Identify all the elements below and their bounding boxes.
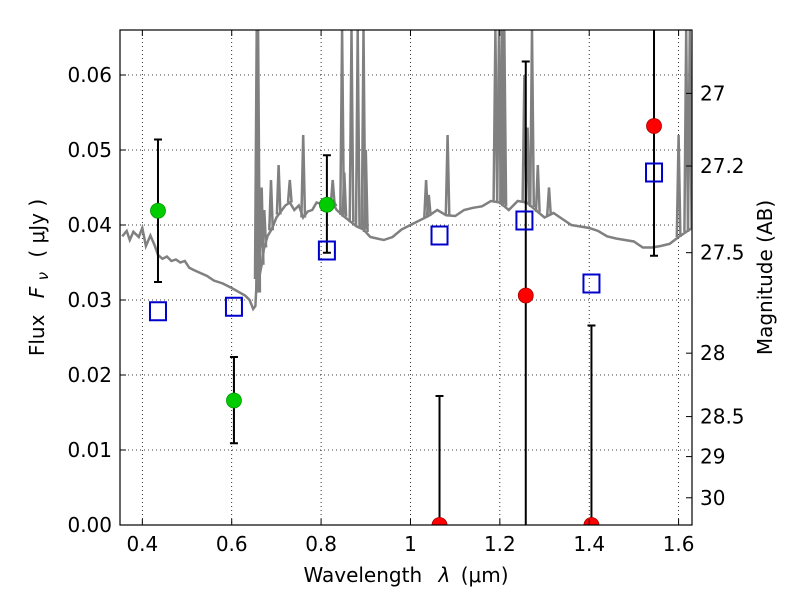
x-axis-symbol: λ [438,563,451,587]
y-tick-label: 0.02 [67,363,112,387]
limit-point [431,517,448,525]
x-tick-label: 1.6 [663,532,695,556]
emission-line [354,30,361,227]
tick-layer: 0.4 0.6 0.8 1 1.2 1.4 1.6 0.00 0.01 0.02 0.03 0.04 0… [67,30,745,556]
x-tick-label: 1.4 [573,532,605,556]
spectrum-layer [121,30,692,312]
y2-tick-label: 27.5 [700,241,745,265]
emission-line [268,179,275,231]
model-square [582,273,601,294]
x-tick-label: 1 [404,532,417,556]
model-square [645,162,664,183]
y-axis-unit: ( μJy ) [25,199,49,258]
detected-point [150,202,166,219]
y-tick-label: 0.04 [67,213,112,237]
y-tick-label: 0.03 [67,288,112,312]
emission-line [425,194,432,216]
emission-line [300,134,307,218]
x-tick-label: 0.6 [216,532,248,556]
x-axis-label-text: Wavelength [303,563,422,587]
y-axis-symbol: F [25,286,49,298]
limit-point [583,517,600,525]
model-square [224,296,243,317]
emission-line [528,30,536,208]
emission-line [501,30,508,207]
model-square [317,240,336,261]
emission-line [275,164,282,215]
y2-tick-label: 27.2 [700,154,745,178]
emission-line [341,172,348,217]
y2-tick-label: 28.5 [700,405,745,429]
limit-point [646,118,662,134]
emission-line [339,30,346,215]
x-tick-label: 0.4 [126,532,158,556]
y2-tick-label: 28 [700,341,725,365]
emission-line [255,30,262,293]
emission-line [444,134,451,216]
limit-point [517,287,534,304]
model-square [515,210,534,231]
model-square [148,301,167,322]
detected-point [319,196,335,213]
emission-line [545,187,553,216]
emission-line [675,134,682,238]
y2-tick-label: 27 [700,81,725,105]
errorbar-layer [153,30,659,525]
y2-tick-label: 30 [700,486,725,510]
right-axis-label: Magnitude (AB) [753,200,777,355]
x-tick-label: 1.2 [484,532,516,556]
emission-line [534,164,541,212]
emission-line [348,30,355,223]
emission-line [686,30,692,230]
x-axis-label: Wavelength λ (μm) [303,563,508,587]
y-tick-label: 0.01 [67,438,112,462]
y-tick-label: 0.06 [67,63,112,87]
detected-point [226,392,242,409]
spectrum-line [121,197,692,312]
model-square [430,225,449,246]
y2-tick-label: 29 [700,445,725,469]
marker-layer [148,118,664,525]
emission-line [362,149,369,233]
emission-line [261,209,268,248]
y-axis-label-text: Flux [25,314,49,356]
y-tick-label: 0.00 [67,513,112,537]
y-axis-symbol-sub: ν [34,272,52,280]
gridlines [120,30,692,526]
y-axis-label: Flux F ν ( μJy ) [25,199,53,356]
x-axis-unit: (μm) [461,563,509,587]
y-tick-label: 0.05 [67,138,112,162]
plot-frame [119,29,693,526]
emission-line [286,179,293,203]
x-tick-label: 0.8 [305,532,337,556]
emission-line [329,179,336,204]
